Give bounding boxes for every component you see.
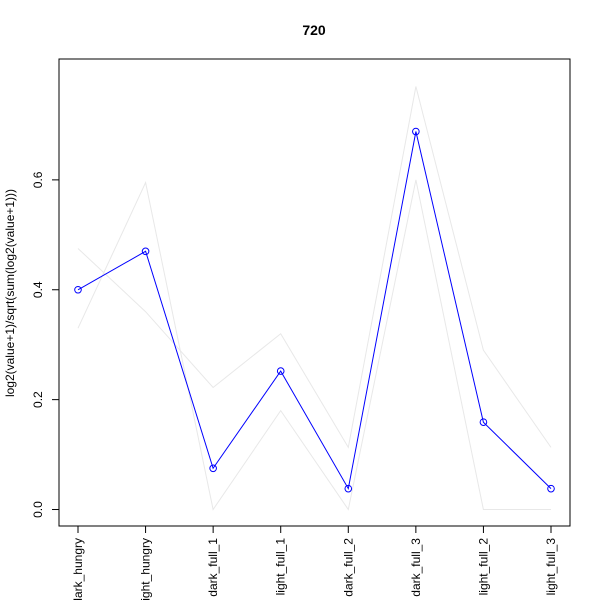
- y-tick-label: 0.6: [31, 171, 45, 188]
- series-line: [77, 131, 552, 491]
- data-point: [141, 247, 150, 256]
- series-line: [77, 86, 552, 449]
- y-tick-label: 0.0: [31, 501, 45, 518]
- y-axis: 0.0 0.2 0.4 0.6: [31, 171, 60, 518]
- data-point: [276, 367, 285, 375]
- x-tick-label: dark_hungry: [71, 538, 85, 600]
- x-tick-label: light_full_2: [476, 538, 490, 596]
- x-tick-label: dark_full_3: [409, 538, 423, 597]
- chart-title: 720: [302, 22, 326, 38]
- data-point: [412, 127, 420, 136]
- y-tick-label: 0.2: [31, 391, 45, 408]
- data-point: [344, 484, 353, 493]
- data-point: [209, 464, 217, 473]
- y-tick-label: 0.4: [31, 281, 45, 298]
- series-layer: [74, 86, 555, 511]
- x-tick-label: dark_full_2: [341, 538, 355, 597]
- x-tick-label: light_full_1: [274, 538, 288, 596]
- x-tick-label: light_hungry: [139, 538, 153, 600]
- data-point: [479, 418, 488, 426]
- plot-frame: [58, 58, 571, 527]
- x-tick-label: light_full_3: [544, 538, 558, 596]
- x-tick-label: dark_full_1: [206, 538, 220, 597]
- series-line: [77, 179, 551, 511]
- x-axis: dark_hungry light_hungry dark_full_1 light_…: [71, 525, 558, 600]
- data-point: [547, 484, 555, 493]
- data-point: [74, 285, 82, 294]
- y-axis-label: log2(value+1)/sqrt(sum(log2(value+1))): [3, 189, 17, 397]
